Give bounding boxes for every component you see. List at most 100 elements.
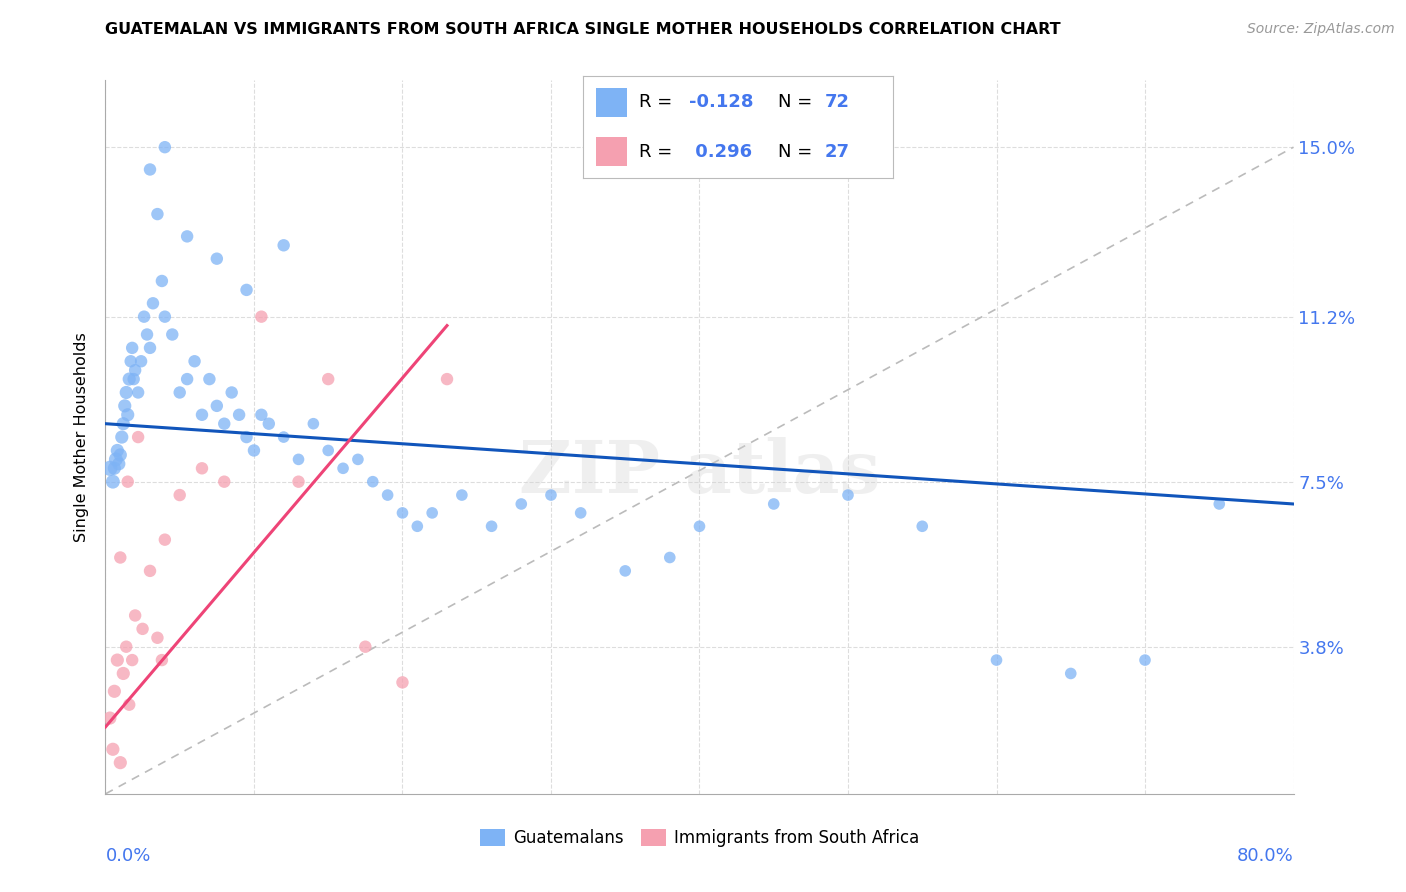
Point [205, 252, 228, 266]
Point [169, 385, 191, 400]
Point [131, 622, 153, 636]
Point [114, 399, 136, 413]
Point [250, 408, 273, 422]
Point [103, 684, 125, 698]
Point [354, 640, 377, 654]
Point [139, 341, 162, 355]
Point [302, 417, 325, 431]
Point [406, 519, 429, 533]
Point [273, 430, 295, 444]
Point [146, 631, 169, 645]
Point [153, 140, 176, 154]
Text: 0.296: 0.296 [689, 143, 752, 161]
Point [1060, 666, 1083, 681]
Point [105, 653, 128, 667]
Point [153, 533, 176, 547]
Point [121, 653, 143, 667]
Point [316, 372, 339, 386]
Point [1133, 653, 1156, 667]
Point [129, 354, 152, 368]
Point [146, 207, 169, 221]
Point [391, 675, 413, 690]
Point [112, 666, 135, 681]
Point [911, 519, 934, 533]
Point [273, 238, 295, 252]
Point [332, 461, 354, 475]
Bar [596, 137, 627, 166]
Point [377, 488, 399, 502]
Point [436, 372, 458, 386]
Point [103, 461, 125, 475]
Point [110, 550, 132, 565]
Text: 72: 72 [825, 94, 849, 112]
Point [183, 354, 205, 368]
Point [986, 653, 1008, 667]
Point [569, 506, 592, 520]
Point [110, 448, 132, 462]
Point [101, 742, 124, 756]
Point [689, 519, 711, 533]
Point [198, 372, 221, 386]
Point [139, 564, 162, 578]
Point [110, 756, 132, 770]
Point [153, 310, 176, 324]
Point [221, 385, 243, 400]
Point [420, 506, 443, 520]
Point [127, 430, 149, 444]
Text: ZIP atlas: ZIP atlas [519, 437, 880, 508]
Point [127, 385, 149, 400]
Point [111, 430, 134, 444]
Point [117, 475, 139, 489]
Point [122, 372, 145, 386]
Point [115, 385, 138, 400]
Point [191, 408, 214, 422]
Point [243, 443, 266, 458]
Point [228, 408, 250, 422]
Point [287, 452, 309, 467]
Point [316, 443, 339, 458]
Point [214, 475, 236, 489]
Point [112, 417, 135, 431]
Point [118, 372, 141, 386]
Point [98, 711, 121, 725]
Point [117, 408, 139, 422]
Point [481, 519, 503, 533]
Point [837, 488, 859, 502]
Point [162, 327, 184, 342]
Point [124, 608, 146, 623]
Point [124, 363, 146, 377]
Text: R =: R = [640, 94, 678, 112]
Point [108, 457, 131, 471]
Point [142, 296, 165, 310]
Point [235, 283, 257, 297]
Point [136, 327, 159, 342]
Point [1208, 497, 1230, 511]
Point [176, 229, 198, 244]
Point [235, 430, 257, 444]
Point [257, 417, 280, 431]
Y-axis label: Single Mother Households: Single Mother Households [75, 332, 90, 542]
Point [104, 452, 127, 467]
Point [250, 310, 273, 324]
Point [762, 497, 785, 511]
Point [115, 640, 138, 654]
Text: N =: N = [779, 143, 818, 161]
Point [287, 475, 309, 489]
Text: Source: ZipAtlas.com: Source: ZipAtlas.com [1247, 22, 1395, 37]
Point [176, 372, 198, 386]
Text: 27: 27 [825, 143, 849, 161]
Point [118, 698, 141, 712]
Point [105, 443, 128, 458]
Legend: Guatemalans, Immigrants from South Africa: Guatemalans, Immigrants from South Afric… [474, 822, 925, 854]
Point [132, 310, 155, 324]
Text: R =: R = [640, 143, 678, 161]
Point [214, 417, 236, 431]
Point [540, 488, 562, 502]
Point [120, 354, 142, 368]
Point [139, 162, 162, 177]
Point [614, 564, 637, 578]
Point [205, 399, 228, 413]
Point [121, 341, 143, 355]
Point [150, 274, 173, 288]
Text: N =: N = [779, 94, 818, 112]
